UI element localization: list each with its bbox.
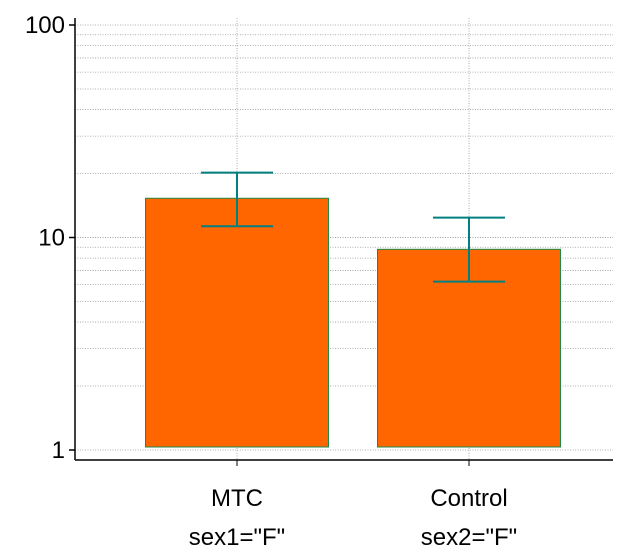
labels: MTC sex1="F" Control sex2="F" 1 10 100 bbox=[25, 12, 517, 551]
x-tick-label: Control bbox=[430, 485, 507, 512]
bar bbox=[145, 197, 329, 448]
axes bbox=[69, 18, 613, 466]
y-tick-label: 100 bbox=[25, 12, 65, 39]
y-tick-label: 1 bbox=[52, 437, 65, 464]
x-tick-sublabel: sex2="F" bbox=[421, 524, 517, 551]
x-tick-label: MTC bbox=[211, 485, 263, 512]
x-tick-sublabel: sex1="F" bbox=[189, 524, 285, 551]
bars bbox=[145, 197, 561, 448]
error-bars bbox=[201, 171, 505, 283]
y-tick-label: 10 bbox=[38, 225, 65, 252]
